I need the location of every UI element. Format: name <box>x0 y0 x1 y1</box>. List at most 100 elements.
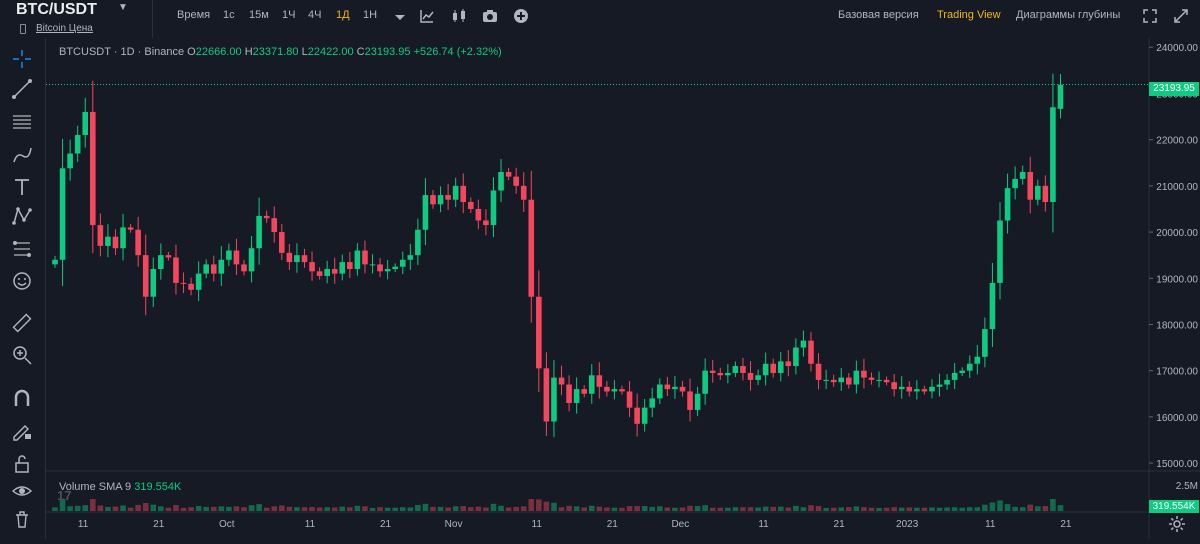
volume-bar <box>105 506 111 511</box>
brush-icon[interactable] <box>11 144 33 166</box>
coin-info-link[interactable]: Bitcoin Цена <box>36 23 93 34</box>
timeframe-1s[interactable]: 1с <box>223 9 235 21</box>
candle-body <box>732 366 739 373</box>
candle-body <box>566 384 572 404</box>
camera-icon[interactable] <box>482 8 498 24</box>
candle-body <box>611 389 618 392</box>
volume-bar <box>959 507 965 511</box>
open-label: O <box>187 46 196 58</box>
eye-icon[interactable] <box>11 480 33 502</box>
x-tick-label: 11 <box>985 519 996 530</box>
timeframe-1w[interactable]: 1Н <box>363 9 378 21</box>
tab-trading-view[interactable]: Trading View <box>937 9 1001 21</box>
tab-basic-view[interactable]: Базовая версия <box>838 9 919 21</box>
y-tick-label: 18000.00 <box>1156 320 1198 331</box>
x-tick-label: Oct <box>219 519 235 530</box>
volume-bar <box>392 507 398 511</box>
volume-bar <box>944 507 950 511</box>
candle-body <box>966 363 973 371</box>
candle-body <box>861 370 867 378</box>
volume-bar <box>785 507 792 511</box>
volume-bar <box>898 507 905 511</box>
last-price-tag: 23193.95 <box>1149 82 1199 96</box>
volume-bar <box>830 507 837 511</box>
volume-bar <box>203 506 209 511</box>
volume-bar <box>82 505 89 511</box>
add-icon[interactable] <box>513 8 529 24</box>
volume-label: Volume SMA 9 <box>59 481 132 493</box>
candle-body <box>430 195 436 205</box>
candle-body <box>67 153 73 169</box>
candle-body <box>180 282 187 284</box>
horizontal-lines-icon[interactable] <box>11 111 33 133</box>
volume-bar <box>581 507 587 511</box>
ohlc-legend: BTCUSDT · 1D · Binance O22666.00 H23371.… <box>59 46 502 58</box>
pattern-icon[interactable] <box>11 205 33 227</box>
timeframe-4h[interactable]: 4Ч <box>308 9 322 21</box>
volume-bar <box>777 506 784 511</box>
magnet-icon[interactable] <box>11 387 33 409</box>
volume-bar <box>354 505 361 511</box>
ruler-icon[interactable] <box>11 312 33 334</box>
crosshair-icon[interactable] <box>11 48 33 70</box>
candle-body <box>339 262 346 274</box>
candle-body <box>384 269 391 272</box>
candle-body <box>316 271 323 276</box>
volume-bar <box>936 507 943 511</box>
candle-body <box>59 168 66 260</box>
volume-bar <box>490 503 497 511</box>
symbol-dropdown-icon[interactable]: ▼ <box>118 2 128 13</box>
x-tick-label: 21 <box>380 519 392 530</box>
chart-area[interactable]: 24000.0023000.0022000.0021000.0020000.00… <box>46 38 1200 539</box>
volume-bar <box>672 507 678 511</box>
candle-body <box>528 199 535 297</box>
candle-body <box>588 375 595 394</box>
fib-icon[interactable] <box>11 238 33 260</box>
candle-body <box>649 398 656 408</box>
volume-bar <box>740 507 746 511</box>
candle-body <box>596 375 603 387</box>
candle-body <box>581 389 587 394</box>
volume-bar <box>452 506 459 511</box>
timeframe-1d[interactable]: 1Д <box>336 9 350 21</box>
timeframe-1h[interactable]: 1Ч <box>282 9 296 21</box>
symbol-title[interactable]: BTC/USDT <box>16 1 97 18</box>
volume-value: 319.554K <box>134 481 182 493</box>
collapse-icon[interactable] <box>1173 8 1189 24</box>
fullscreen-icon[interactable] <box>1142 8 1158 24</box>
volume-bar <box>52 507 58 511</box>
volume-bar <box>173 504 179 511</box>
emoji-icon[interactable] <box>11 270 33 292</box>
timeframe-15m[interactable]: 15м <box>249 9 269 21</box>
text-icon[interactable] <box>11 176 33 198</box>
candle-body <box>135 229 141 256</box>
candle-body <box>377 264 383 272</box>
indicators-icon[interactable] <box>419 8 435 24</box>
pencil-lock-icon[interactable] <box>11 420 33 442</box>
volume-bar <box>573 506 580 511</box>
settings-gear-icon[interactable] <box>1168 515 1186 533</box>
candles-icon[interactable] <box>451 8 467 24</box>
candlestick-chart[interactable]: 24000.0023000.0022000.0021000.0020000.00… <box>46 38 1200 539</box>
lock-icon[interactable] <box>11 453 33 475</box>
tab-depth-chart[interactable]: Диаграммы глубины <box>1016 9 1121 21</box>
volume-bar <box>218 506 225 511</box>
candle-body <box>725 372 731 376</box>
zoom-in-icon[interactable] <box>11 344 33 366</box>
candle-body <box>226 250 232 260</box>
volume-bar <box>437 506 444 511</box>
volume-bar <box>97 505 104 511</box>
timeframe-time[interactable]: Время <box>177 9 211 21</box>
volume-bar <box>256 504 262 511</box>
candle-body <box>112 236 119 249</box>
chevron-down-icon[interactable] <box>392 10 408 26</box>
volume-bar <box>966 507 973 511</box>
trash-icon[interactable] <box>11 508 33 530</box>
candle-body <box>951 372 958 380</box>
candle-body <box>1004 188 1011 221</box>
candle-body <box>573 389 580 404</box>
candle-body <box>437 195 444 205</box>
trendline-icon[interactable] <box>11 78 33 100</box>
candle-body <box>1019 171 1026 179</box>
candle-body <box>173 257 179 283</box>
